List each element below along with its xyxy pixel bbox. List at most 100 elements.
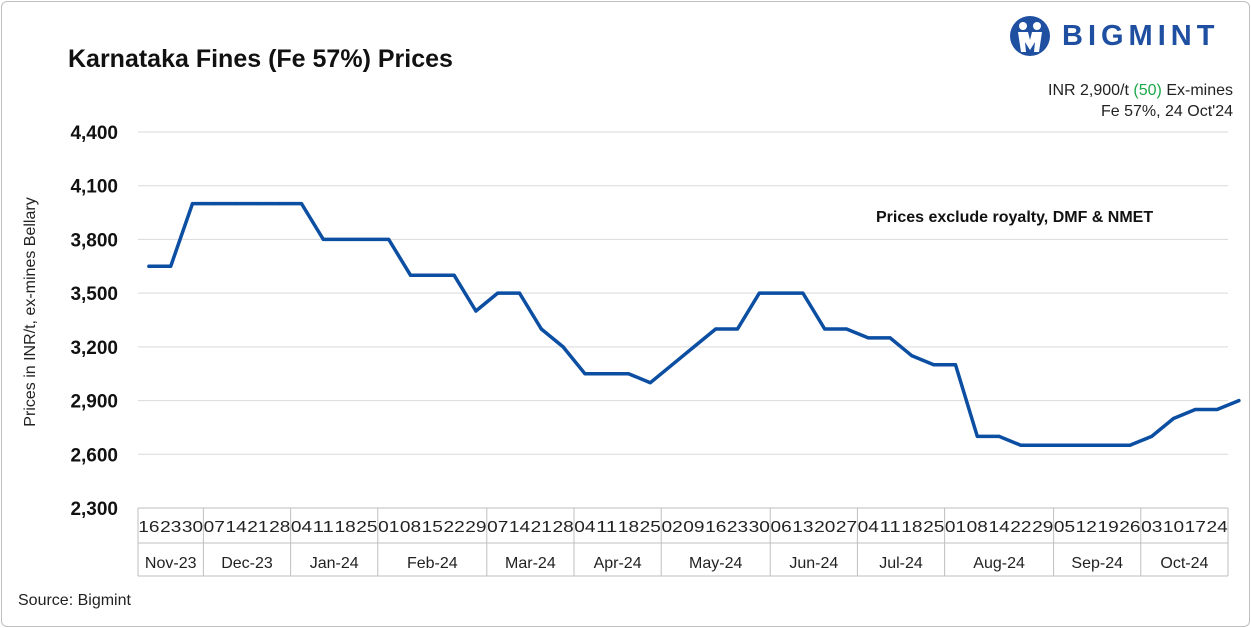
data-point [779,291,783,295]
x-tick-label: 16 [138,519,159,536]
data-point [256,202,260,206]
y-tick-label: 2,300 [70,499,118,520]
data-point [1193,407,1197,412]
data-point [1215,407,1219,412]
x-tick-label: 17 [1185,519,1206,536]
x-tick-label: 27 [836,519,857,536]
x-tick-label: 01 [945,519,966,536]
month-label: Mar-24 [505,555,556,572]
x-tick-label: 23 [727,519,748,536]
data-point [932,363,936,367]
data-point [735,327,740,331]
month-label: Apr-24 [594,555,642,572]
data-point [212,202,216,206]
data-point [888,336,892,340]
x-tick-label: 04 [574,519,595,536]
data-point [1084,443,1088,447]
x-tick-label: 24 [1207,519,1228,536]
x-tick-label: 26 [1119,519,1140,536]
y-tick-label: 3,200 [70,338,118,359]
data-point [147,264,151,268]
y-axis-label: Prices in INR/t, ex-mines Bellary [22,197,39,426]
x-tick-label: 07 [204,519,225,536]
x-tick-label: 20 [814,519,835,536]
x-tick-label: 08 [967,519,988,536]
bigmint-logo-icon [1010,16,1050,56]
data-point [975,434,979,438]
data-point [583,372,587,376]
x-tick-label: 22 [1010,519,1031,536]
month-label: Sep-24 [1071,555,1123,572]
y-tick-label: 3,800 [70,230,118,251]
x-tick-label: 14 [509,519,530,536]
x-tick-label: 11 [313,519,334,536]
x-tick-label: 30 [182,519,203,536]
data-point [823,327,827,331]
data-point [408,273,413,277]
x-tick-label: 04 [291,519,312,536]
data-point [496,291,500,295]
x-tick-label: 18 [618,519,639,536]
y-tick-label: 4,100 [70,177,118,198]
x-tick-label: 28 [269,519,290,536]
x-tick-label: 29 [465,519,486,536]
x-tick-label: 11 [596,519,617,536]
data-point [278,202,282,206]
data-point [692,345,696,349]
x-tick-label: 18 [335,519,356,536]
month-label: May-24 [689,555,742,572]
data-point [670,363,674,367]
x-tick-label: 14 [226,519,247,536]
bigmint-logo: BIGMINT [1006,12,1242,60]
x-tick-label: 05 [1054,519,1075,536]
month-label: Oct-24 [1160,555,1208,572]
x-tick-label: 07 [487,519,508,536]
data-point [387,237,391,242]
x-tick-label: 25 [923,519,944,536]
y-tick-label: 2,900 [70,392,118,413]
x-tick-label: 01 [378,519,399,536]
x-tick-label: 29 [1032,519,1053,536]
x-tick-label: 03 [1141,519,1162,536]
data-point [1019,443,1023,447]
data-point [605,372,609,376]
x-tick-label: 09 [683,519,704,536]
y-tick-label: 4,400 [70,123,118,144]
data-point [234,202,238,206]
price-info: INR 2,900/t (50) Ex-mines Fe 57%, 24 Oct… [1048,80,1233,122]
data-point [343,237,347,242]
data-point [1171,416,1176,421]
x-tick-label: 21 [247,519,268,536]
logo-text: BIGMINT [1062,20,1220,52]
price-basis: Ex-mines [1166,82,1233,99]
data-point [539,327,543,331]
month-label: Jul-24 [879,555,923,572]
month-label: Aug-24 [973,555,1025,572]
x-tick-label: 28 [553,519,574,536]
data-point [321,237,325,242]
month-label: Dec-23 [221,555,273,572]
x-tick-label: 10 [1163,519,1184,536]
x-tick-label: 12 [1076,519,1097,536]
x-tick-label: 19 [1098,519,1119,536]
x-tick-label: 04 [858,519,879,536]
data-point [561,345,565,349]
month-label: Nov-23 [145,555,197,572]
y-tick-label: 2,600 [70,445,118,466]
data-point [997,434,1001,438]
x-tick-label: 21 [531,519,552,536]
month-label: Jan-24 [310,555,359,572]
data-point [1106,443,1110,447]
current-price: INR 2,900/t [1048,82,1129,99]
data-point [517,291,522,295]
data-point [299,202,304,206]
price-info-line1: INR 2,900/t (50) Ex-mines [1048,80,1233,101]
x-tick-label: 08 [400,519,421,536]
x-tick-label: 30 [749,519,770,536]
month-label: Jun-24 [789,555,838,572]
data-point [648,381,652,385]
data-point [757,291,761,295]
x-tick-label: 02 [662,519,683,536]
price-info-line2: Fe 57%, 24 Oct'24 [1100,103,1233,120]
data-point [430,273,434,277]
